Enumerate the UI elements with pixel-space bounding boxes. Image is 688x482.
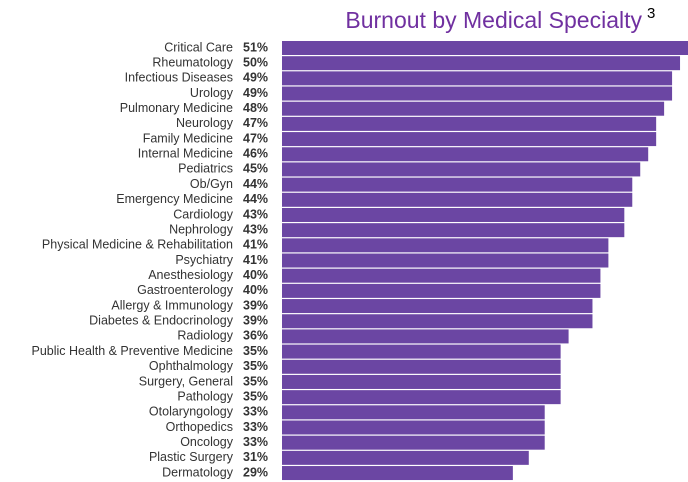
- bar: [282, 390, 561, 405]
- category-label: Public Health & Preventive Medicine: [32, 344, 234, 358]
- category-label: Gastroenterology: [137, 283, 234, 297]
- value-label: 31%: [243, 450, 268, 464]
- bar: [282, 147, 649, 162]
- value-label: 47%: [243, 131, 268, 145]
- category-label: Otolaryngology: [149, 405, 234, 419]
- category-label: Radiology: [177, 329, 233, 343]
- value-label: 33%: [243, 435, 268, 449]
- bar: [282, 71, 673, 86]
- bar: [282, 132, 657, 147]
- value-label: 35%: [243, 359, 268, 373]
- value-label: 35%: [243, 374, 268, 388]
- value-label: 35%: [243, 389, 268, 403]
- category-label: Psychiatry: [175, 253, 233, 267]
- bar: [282, 405, 545, 420]
- value-label: 36%: [243, 329, 268, 343]
- category-label: Physical Medicine & Rehabilitation: [42, 238, 233, 252]
- category-label: Orthopedics: [166, 420, 233, 434]
- category-label: Internal Medicine: [138, 147, 233, 161]
- category-label: Urology: [190, 86, 234, 100]
- bar: [282, 192, 633, 207]
- value-label: 44%: [243, 177, 268, 191]
- bar: [282, 420, 545, 435]
- value-label: 41%: [243, 238, 268, 252]
- category-label: Dermatology: [162, 465, 234, 479]
- bar: [282, 223, 625, 238]
- chart-title: Burnout by Medical Specialty: [345, 7, 642, 33]
- category-label: Anesthesiology: [148, 268, 234, 282]
- bar: [282, 299, 593, 314]
- value-label: 43%: [243, 207, 268, 221]
- bar: [282, 177, 633, 192]
- value-label: 41%: [243, 253, 268, 267]
- value-label: 43%: [243, 222, 268, 236]
- bar: [282, 101, 665, 116]
- title-footnote: 3: [647, 5, 655, 22]
- bar: [282, 435, 545, 450]
- category-label: Surgery, General: [139, 374, 233, 388]
- value-label: 48%: [243, 101, 268, 115]
- value-label: 49%: [243, 71, 268, 85]
- bar: [282, 207, 625, 222]
- bar: [282, 238, 609, 253]
- bar: [282, 450, 529, 465]
- bar: [282, 268, 601, 283]
- category-label: Ob/Gyn: [190, 177, 233, 191]
- value-label: 47%: [243, 116, 268, 130]
- bar: [282, 162, 641, 177]
- category-label: Family Medicine: [143, 131, 233, 145]
- category-label: Allergy & Immunology: [111, 298, 233, 312]
- value-label: 33%: [243, 405, 268, 419]
- value-label: 45%: [243, 162, 268, 176]
- category-label: Neurology: [176, 116, 234, 130]
- category-label: Pathology: [177, 389, 233, 403]
- value-label: 50%: [243, 55, 268, 69]
- bar: [282, 344, 561, 359]
- bar: [282, 359, 561, 374]
- bar: [282, 466, 513, 481]
- bar: [282, 116, 657, 131]
- value-label: 39%: [243, 314, 268, 328]
- category-label: Pulmonary Medicine: [120, 101, 233, 115]
- value-label: 46%: [243, 147, 268, 161]
- category-label: Diabetes & Endocrinology: [89, 314, 234, 328]
- bar: [282, 56, 681, 71]
- category-label: Rheumatology: [152, 55, 233, 69]
- category-label: Oncology: [180, 435, 234, 449]
- category-label: Nephrology: [169, 222, 234, 236]
- bar: [282, 41, 688, 55]
- category-label: Plastic Surgery: [149, 450, 234, 464]
- bar: [282, 314, 593, 329]
- value-label: 40%: [243, 268, 268, 282]
- value-label: 40%: [243, 283, 268, 297]
- value-label: 35%: [243, 344, 268, 358]
- bar: [282, 374, 561, 389]
- bar: [282, 253, 609, 268]
- bar: [282, 283, 601, 298]
- category-label: Pediatrics: [178, 162, 233, 176]
- category-label: Ophthalmology: [149, 359, 234, 373]
- category-label: Cardiology: [173, 207, 234, 221]
- value-label: 51%: [243, 40, 268, 54]
- bar: [282, 329, 569, 344]
- category-label: Critical Care: [164, 40, 233, 54]
- category-label: Emergency Medicine: [116, 192, 233, 206]
- value-label: 29%: [243, 465, 268, 479]
- value-label: 44%: [243, 192, 268, 206]
- value-label: 39%: [243, 298, 268, 312]
- value-label: 33%: [243, 420, 268, 434]
- bar: [282, 86, 673, 101]
- value-label: 49%: [243, 86, 268, 100]
- category-label: Infectious Diseases: [125, 71, 233, 85]
